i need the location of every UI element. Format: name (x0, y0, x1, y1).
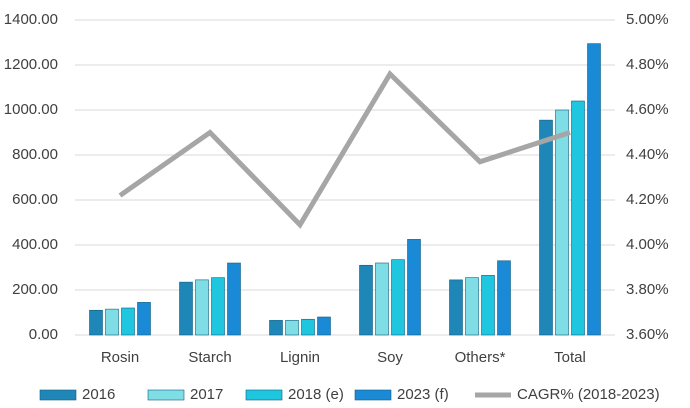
y2-tick-label: 4.60% (626, 101, 669, 118)
y-tick-label: 1200.00 (4, 56, 58, 73)
bar (105, 308, 119, 336)
y-tick-label: 200.00 (12, 281, 58, 298)
bar (555, 109, 569, 336)
bar (121, 307, 135, 336)
bar (449, 279, 463, 336)
legend-swatch (39, 389, 77, 401)
bar (179, 281, 193, 336)
bar (407, 239, 421, 336)
y-tick-label: 400.00 (12, 236, 58, 253)
legend-swatch (147, 389, 185, 401)
bar (269, 320, 283, 336)
y2-tick-label: 4.80% (626, 56, 669, 73)
bar (465, 277, 479, 336)
bar (211, 277, 225, 336)
line (118, 69, 571, 229)
legend-label: 2018 (e) (288, 386, 344, 403)
bar (391, 259, 405, 336)
x-tick-label: Lignin (280, 349, 320, 366)
bar (227, 262, 241, 336)
legend-swatch (245, 389, 283, 401)
bar (497, 260, 511, 336)
y2-tick-label: 3.80% (626, 281, 669, 298)
y-tick-label: 600.00 (12, 191, 58, 208)
legend-label: 2016 (82, 386, 115, 403)
y2-tick-label: 4.40% (626, 146, 669, 163)
bar (375, 262, 389, 336)
y-tick-label: 0.00 (29, 326, 58, 343)
y-tick-label: 1400.00 (4, 11, 58, 28)
y2-tick-label: 4.00% (626, 236, 669, 253)
x-tick-label: Others* (455, 349, 506, 366)
y-tick-label: 1000.00 (4, 101, 58, 118)
y2-tick-label: 3.60% (626, 326, 669, 343)
bar (539, 119, 553, 336)
bar (481, 275, 495, 336)
bar (285, 320, 299, 336)
legend-label: 2017 (190, 386, 223, 403)
legend-swatch (354, 389, 392, 401)
bar (571, 100, 585, 336)
x-tick-label: Starch (188, 349, 231, 366)
bar (317, 316, 331, 336)
bar (137, 302, 151, 336)
x-tick-label: Rosin (101, 349, 139, 366)
y-tick-label: 800.00 (12, 146, 58, 163)
legend-label: 2023 (f) (397, 386, 449, 403)
bar (301, 318, 315, 336)
bar (195, 279, 209, 336)
bar (359, 264, 373, 336)
y2-tick-label: 5.00% (626, 11, 669, 28)
x-tick-label: Total (554, 349, 586, 366)
legend-label: CAGR% (2018-2023) (517, 386, 660, 403)
bar (587, 43, 601, 336)
bar (89, 309, 103, 336)
y2-tick-label: 4.20% (626, 191, 669, 208)
x-tick-label: Soy (377, 349, 403, 366)
